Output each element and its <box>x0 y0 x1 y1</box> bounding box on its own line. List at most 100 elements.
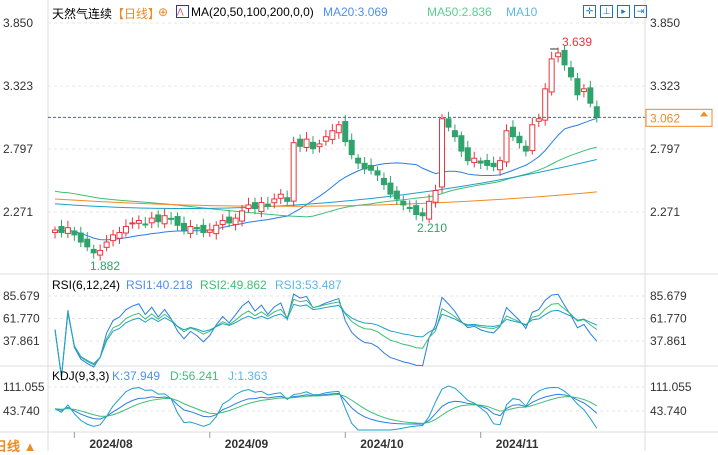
candle-body <box>116 231 123 239</box>
candle-body <box>342 121 349 143</box>
price-tick-left: 3.850 <box>3 16 33 30</box>
candle-body <box>71 230 78 236</box>
candle-body <box>335 124 342 134</box>
candle-body <box>542 88 549 121</box>
price-tick-right: 3.850 <box>650 16 680 30</box>
crosshair-icon[interactable]: ✛ <box>583 5 596 18</box>
candle-body <box>484 159 491 166</box>
rsi3-value: RSI3:53.487 <box>275 278 342 292</box>
rsi1-line <box>54 293 598 377</box>
candle-body <box>200 224 207 233</box>
ma100-line <box>54 159 597 210</box>
candle-body <box>316 143 323 148</box>
candle-body <box>374 170 381 176</box>
rsi-tick-right: 61.770 <box>650 312 687 326</box>
candle-body <box>148 217 155 224</box>
kdj-tick-left: 111.055 <box>3 380 45 394</box>
price-tick-right: 2.271 <box>650 205 680 219</box>
candle-body <box>593 106 600 118</box>
kdj-j-line <box>54 385 598 431</box>
ma10-value: MA10 <box>506 5 538 19</box>
candle-body <box>239 210 246 222</box>
candle-body <box>97 249 104 256</box>
ma50-line <box>54 146 597 218</box>
candle-body <box>393 190 400 200</box>
candle-body <box>490 162 497 168</box>
candle-body <box>574 78 581 96</box>
candle-body <box>477 160 484 164</box>
rsi1-value: RSI1:40.218 <box>126 278 193 292</box>
candle-body <box>277 193 284 199</box>
candle-body <box>219 220 226 226</box>
candle-body <box>122 225 129 234</box>
high-annotation: 3.639 <box>562 35 592 49</box>
candle-body <box>522 145 529 152</box>
candle-body <box>271 198 278 204</box>
ma20-line <box>54 117 597 241</box>
candle-body <box>561 49 568 66</box>
rsi-tick-left: 37.861 <box>3 334 40 348</box>
ma50-value: MA50:2.836 <box>427 5 492 19</box>
last-price-value: 3.062 <box>650 111 680 125</box>
rsi-tick-left: 61.770 <box>3 312 40 326</box>
candle-body <box>368 164 375 171</box>
candle-body <box>548 58 555 93</box>
candle-body <box>310 141 316 150</box>
fit-icon[interactable]: ▸ <box>617 5 630 18</box>
candle-body <box>419 212 426 217</box>
rsi-tick-left: 85.679 <box>3 289 40 303</box>
candle-body <box>406 206 413 210</box>
candle-body <box>251 202 258 210</box>
candle-body <box>516 135 523 144</box>
candle-body <box>168 217 175 220</box>
candle-body <box>509 126 516 138</box>
period-switch[interactable]: 日线 ▲ <box>0 439 37 454</box>
candle-body <box>451 130 458 138</box>
zoom-icon[interactable]: ⊥ <box>600 5 613 18</box>
kdj-d-line <box>54 393 598 424</box>
kdj-d-value: D:56.241 <box>170 369 219 383</box>
kdj-tick-left: 43.740 <box>3 404 40 418</box>
candle-body <box>52 229 58 233</box>
price-tick-right: 3.323 <box>650 79 680 93</box>
candle-body <box>226 216 233 224</box>
candle-body <box>181 222 187 231</box>
candle-body <box>264 203 271 207</box>
kdj-tick-right: 111.055 <box>650 380 692 394</box>
rsi2-value: RSI2:49.862 <box>200 278 267 292</box>
price-tick-left: 2.797 <box>3 142 33 156</box>
candle-body <box>322 136 329 142</box>
candle-body <box>503 130 510 163</box>
period-label[interactable]: 【日线】 <box>112 7 161 21</box>
candle-body <box>161 215 168 225</box>
candle-body <box>110 234 117 242</box>
candle-body <box>471 157 478 164</box>
candle-body <box>432 190 439 203</box>
kdj-k-value: K:37.949 <box>112 369 161 383</box>
rsi-tick-right: 37.861 <box>650 334 687 348</box>
price-tick-left: 2.271 <box>3 205 33 219</box>
export-icon[interactable]: ⇥ <box>634 5 647 18</box>
candle-body <box>387 182 394 195</box>
ma-indicator-icon[interactable]: ⋀ <box>176 5 189 18</box>
candle-body <box>58 226 65 233</box>
candle-body <box>187 225 194 234</box>
candle-body <box>290 142 297 202</box>
candle-body <box>129 222 136 225</box>
ma-indicator-label: MA(20,50,100,200,0,0) <box>191 5 314 19</box>
kdj-title: KDJ(9,3,3) <box>52 369 110 383</box>
target-icon[interactable]: ⊕ <box>158 5 169 19</box>
x-axis-label: 2024/09 <box>225 437 269 451</box>
candle-body <box>155 214 162 223</box>
candle-body <box>413 205 420 216</box>
candle-body <box>84 238 91 248</box>
candle-body <box>361 162 368 170</box>
candle-body <box>245 204 252 210</box>
candle-body <box>64 227 71 234</box>
candle-body <box>193 227 200 230</box>
kdj-tick-right: 43.740 <box>650 404 687 418</box>
candle-body <box>380 177 387 186</box>
kdj-j-value: J:1.363 <box>228 369 268 383</box>
x-axis-label: 2024/10 <box>360 437 404 451</box>
